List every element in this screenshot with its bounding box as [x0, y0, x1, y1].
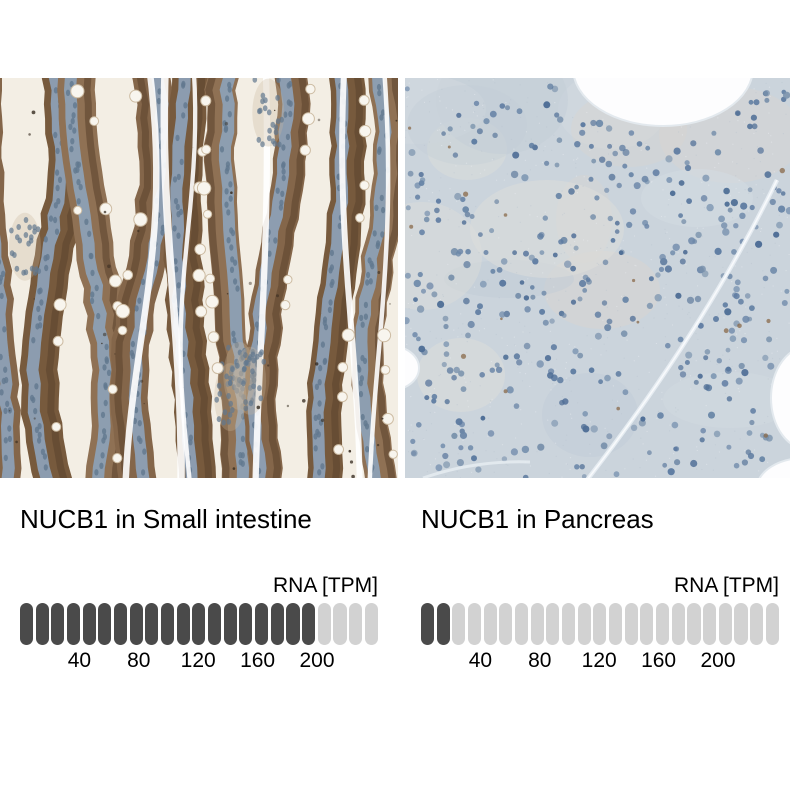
tpm-segment-empty [656, 603, 670, 645]
tpm-segment-filled [35, 603, 49, 645]
tpm-axis-tick: 120 [581, 649, 617, 672]
tpm-segment-filled [51, 603, 65, 645]
tpm-segment-empty [452, 603, 466, 645]
tpm-segment-filled [82, 603, 96, 645]
tpm-axis-ticks: 40 80 120 160 200 [421, 649, 779, 675]
tpm-segment-empty [530, 603, 544, 645]
tpm-axis-tick: 200 [700, 649, 736, 672]
tpm-segment-empty [349, 603, 363, 645]
rna-tpm-axis-label: RNA [TPM] [272, 574, 378, 597]
tpm-segment-bar-small-intestine [20, 603, 378, 645]
tpm-segment-empty [499, 603, 513, 645]
tpm-segment-filled [286, 603, 300, 645]
tpm-axis-tick: 40 [67, 649, 92, 672]
tpm-axis-ticks: 40 80 120 160 200 [20, 649, 378, 675]
tpm-segment-filled [239, 603, 253, 645]
tpm-segment-empty [593, 603, 607, 645]
rna-tpm-axis-label: RNA [TPM] [673, 574, 779, 597]
tpm-segment-bar-pancreas [421, 603, 779, 645]
tpm-segment-filled [255, 603, 269, 645]
tpm-axis-tick: 40 [468, 649, 493, 672]
tpm-segment-filled [223, 603, 237, 645]
tpm-segment-filled [67, 603, 81, 645]
tpm-segment-empty [546, 603, 560, 645]
tpm-segment-filled [20, 603, 34, 645]
panel-title-small-intestine: NUCB1 in Small intestine [20, 504, 312, 534]
tpm-segment-filled [208, 603, 222, 645]
tpm-segment-filled [436, 603, 450, 645]
tpm-segment-filled [302, 603, 316, 645]
tpm-segment-filled [421, 603, 435, 645]
tpm-segment-empty [703, 603, 717, 645]
tpm-segment-empty [687, 603, 701, 645]
tpm-segment-empty [640, 603, 654, 645]
tpm-segment-filled [145, 603, 159, 645]
tpm-segment-empty [718, 603, 732, 645]
tpm-axis-tick: 120 [180, 649, 216, 672]
tpm-segment-empty [577, 603, 591, 645]
panel-title-pancreas: NUCB1 in Pancreas [421, 504, 654, 534]
tpm-segment-filled [129, 603, 143, 645]
tpm-segment-empty [624, 603, 638, 645]
tpm-segment-empty [765, 603, 779, 645]
tpm-segment-filled [176, 603, 190, 645]
tpm-axis-tick: 200 [299, 649, 335, 672]
tpm-axis-tick: 160 [641, 649, 677, 672]
tpm-segment-empty [483, 603, 497, 645]
ihc-micrograph-pancreas[interactable] [405, 78, 790, 478]
tpm-segment-empty [333, 603, 347, 645]
tpm-segment-filled [114, 603, 128, 645]
tpm-axis-tick: 160 [240, 649, 276, 672]
tpm-segment-filled [270, 603, 284, 645]
tpm-segment-filled [98, 603, 112, 645]
tpm-segment-empty [671, 603, 685, 645]
tpm-segment-filled [161, 603, 175, 645]
tpm-segment-empty [317, 603, 331, 645]
tpm-segment-empty [468, 603, 482, 645]
tpm-axis-tick: 80 [127, 649, 151, 672]
tpm-segment-empty [515, 603, 529, 645]
tpm-segment-empty [562, 603, 576, 645]
ihc-micrograph-small-intestine[interactable] [0, 78, 398, 478]
tpm-axis-tick: 80 [528, 649, 552, 672]
tpm-segment-filled [192, 603, 206, 645]
tpm-segment-empty [609, 603, 623, 645]
tpm-segment-empty [750, 603, 764, 645]
tpm-segment-empty [734, 603, 748, 645]
tpm-segment-empty [364, 603, 378, 645]
